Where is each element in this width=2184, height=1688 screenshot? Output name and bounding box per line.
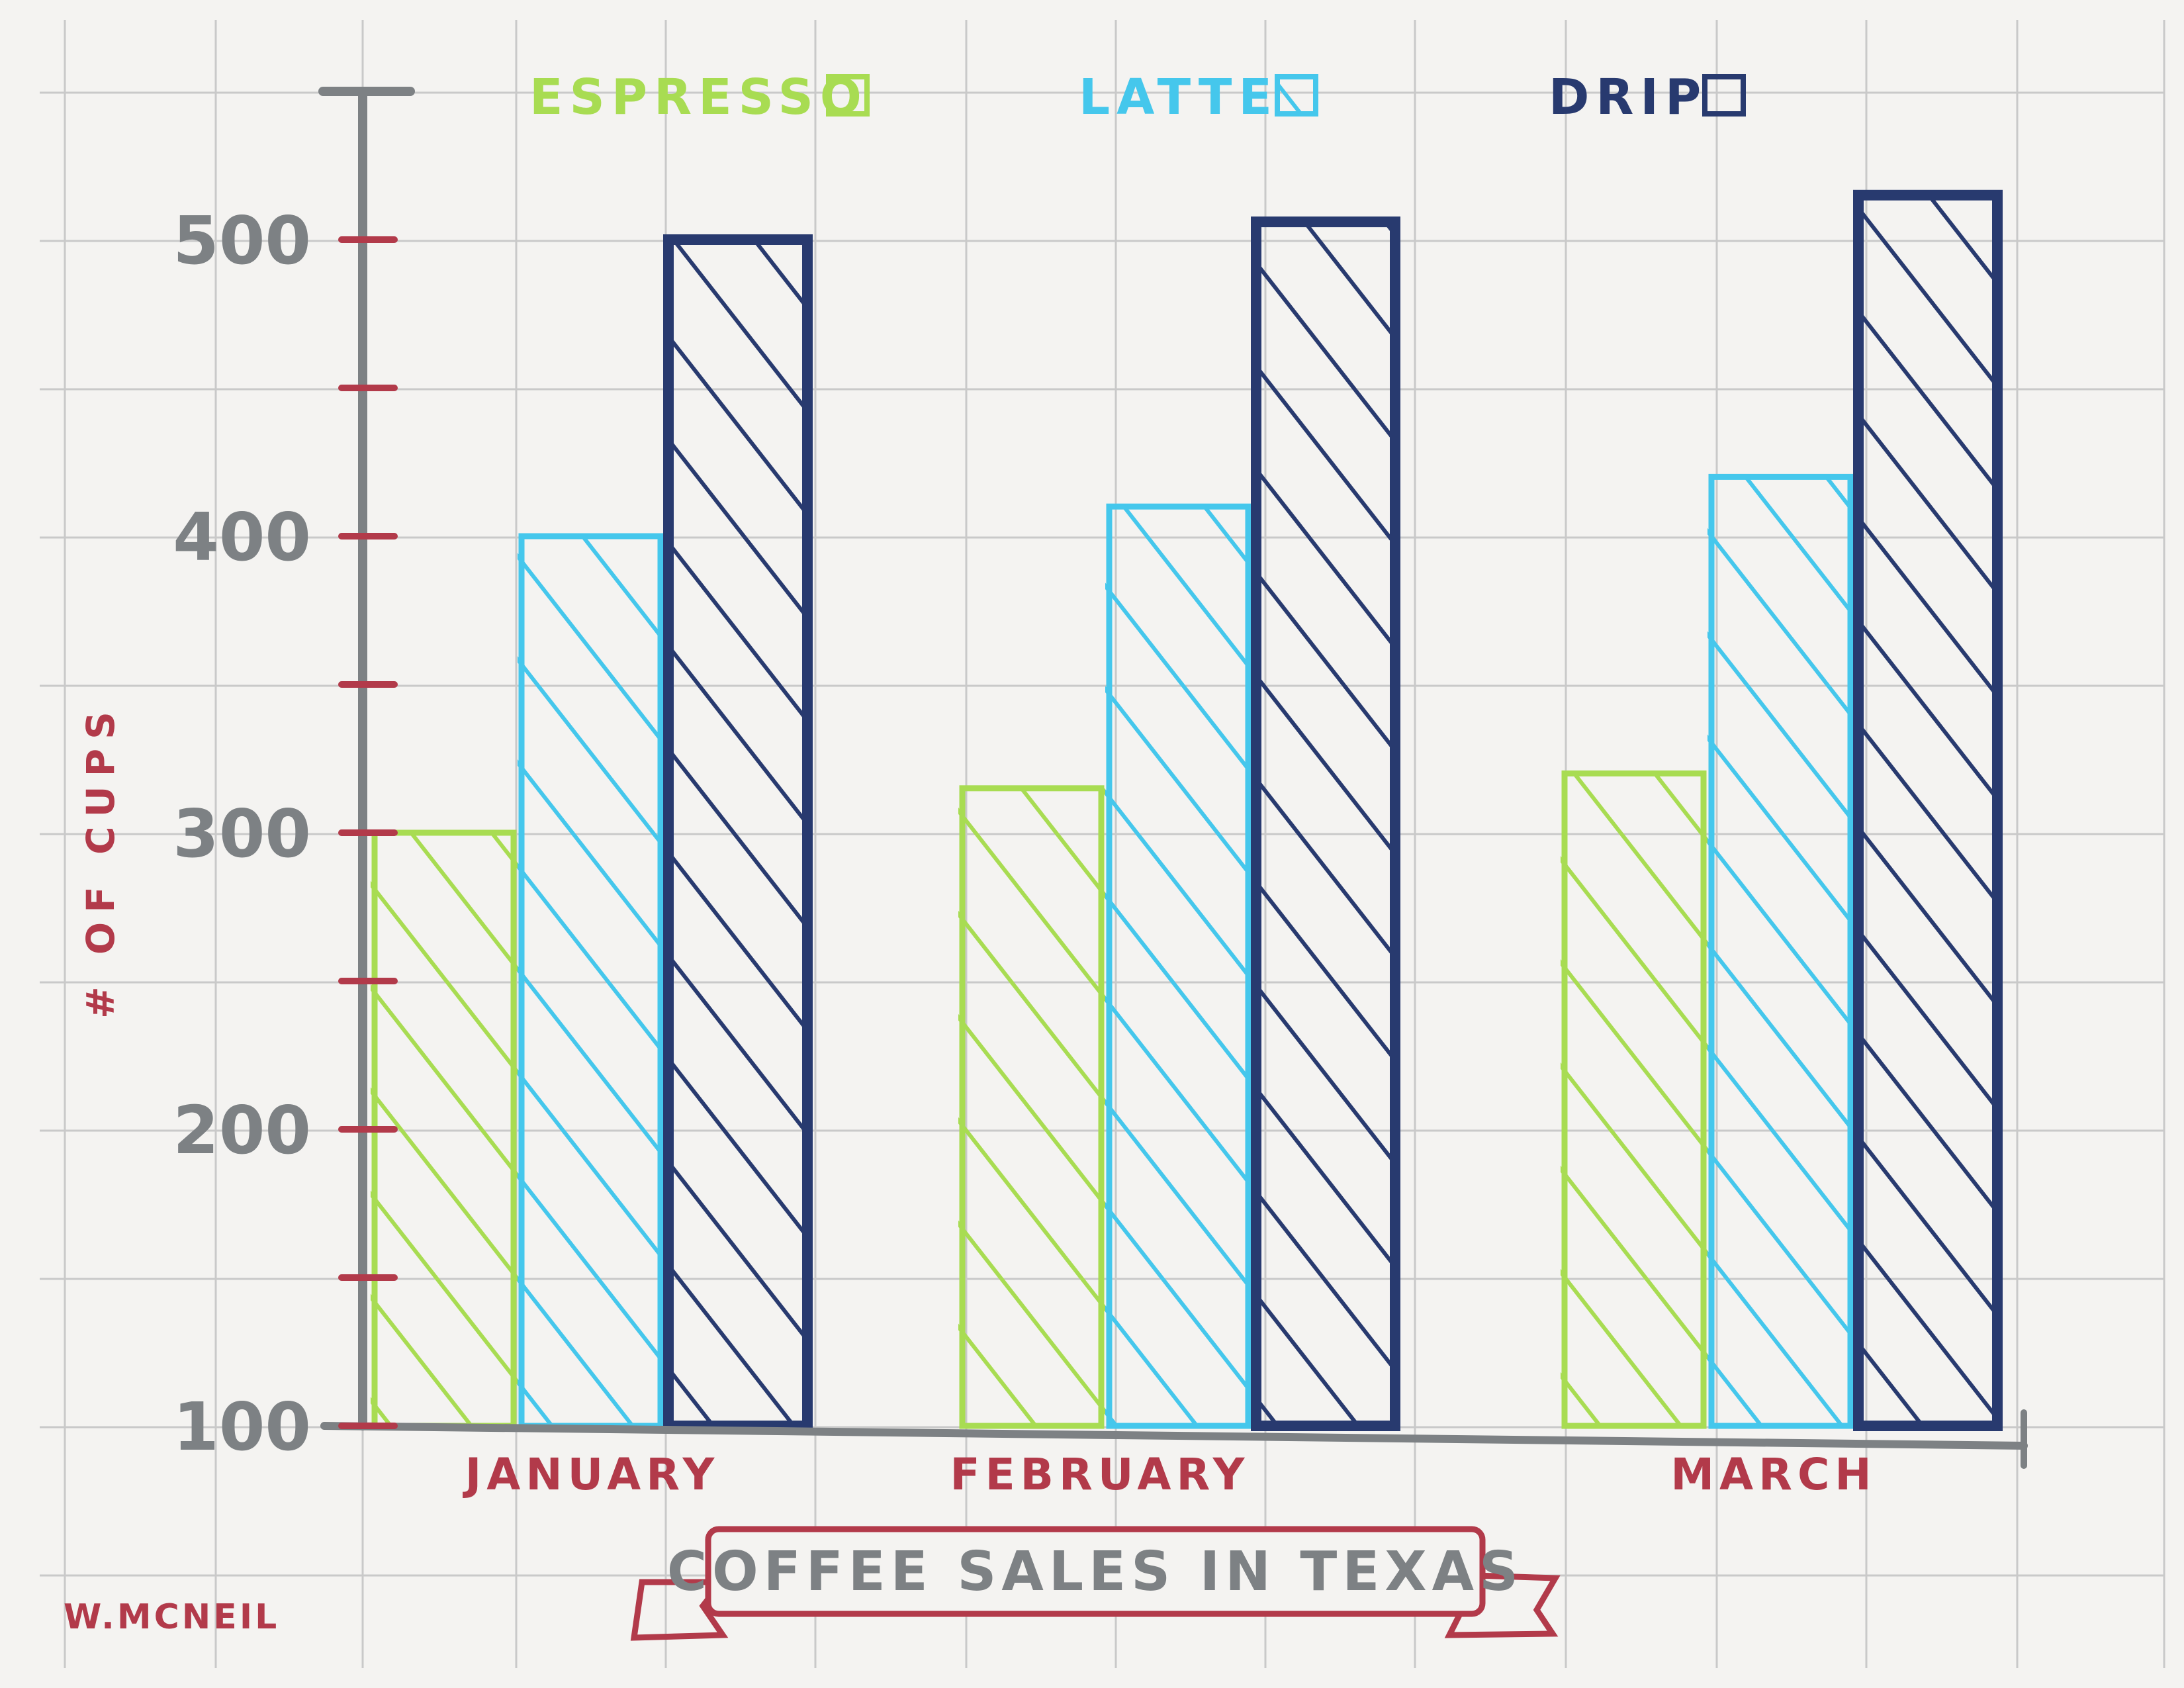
bar-fill	[1707, 477, 1854, 1426]
bar-drip-february	[1251, 216, 1400, 1431]
signature: W.MCNEIL	[64, 1597, 279, 1637]
y-tick-label: 400	[173, 498, 311, 576]
bar-outline	[1853, 189, 2003, 1431]
bar-outline	[959, 785, 1105, 1429]
bar-outline	[1708, 473, 1854, 1429]
bars-layer	[371, 189, 2003, 1431]
bar-espresso-march	[1561, 770, 1707, 1429]
bar-outline	[1251, 216, 1400, 1431]
bar-espresso-february	[958, 785, 1105, 1429]
y-tick-label: 200	[173, 1092, 311, 1169]
y-tick-labels: 100 200 300 400 500	[173, 202, 311, 1466]
bar-latte-january	[518, 533, 664, 1429]
legend-label: ESPRESSO	[529, 69, 868, 126]
legend-item-drip: DRIP	[1549, 69, 1746, 126]
legend-swatch	[826, 74, 870, 117]
x-axis	[320, 1422, 2028, 1450]
category-label-january: JANUARY	[463, 1449, 720, 1500]
y-tick-label: 300	[173, 795, 311, 872]
legend-item-espresso: ESPRESSO	[529, 69, 870, 126]
y-axis-label: # OF CUPS	[78, 702, 123, 1019]
legend: ESPRESSO LATTE DRIP	[529, 69, 1746, 126]
bar-fill	[958, 788, 1105, 1426]
bar-fill	[1252, 222, 1399, 1426]
bar-fill	[664, 240, 811, 1426]
category-label-march: MARCH	[1670, 1449, 1876, 1500]
legend-swatch	[1275, 74, 1318, 117]
title-banner: COFFEE SALES IN TEXAS	[630, 1526, 1561, 1641]
bar-drip-march	[1853, 189, 2003, 1431]
bar-latte-march	[1707, 473, 1854, 1429]
axis-layer	[318, 87, 2028, 1469]
legend-item-latte: LATTE	[1079, 69, 1318, 126]
y-tick-label: 100	[173, 1388, 311, 1466]
chart-title: COFFEE SALES IN TEXAS	[667, 1540, 1524, 1603]
bar-fill	[1561, 773, 1707, 1426]
legend-swatch	[1702, 74, 1746, 117]
y-tick-label: 500	[173, 202, 311, 279]
bar-drip-january	[663, 234, 813, 1431]
bar-outline	[663, 234, 813, 1431]
bar-fill	[1854, 195, 2001, 1426]
category-labels: JANUARY FEBRUARY MARCH	[463, 1449, 1876, 1500]
bar-outline	[1561, 770, 1707, 1429]
legend-label: LATTE	[1079, 69, 1279, 126]
bar-fill	[518, 536, 664, 1426]
legend-label: DRIP	[1549, 69, 1707, 126]
category-label-february: FEBRUARY	[950, 1449, 1250, 1500]
bar-outline	[1106, 503, 1251, 1429]
bar-latte-february	[1105, 503, 1252, 1429]
bar-fill	[1105, 506, 1252, 1427]
